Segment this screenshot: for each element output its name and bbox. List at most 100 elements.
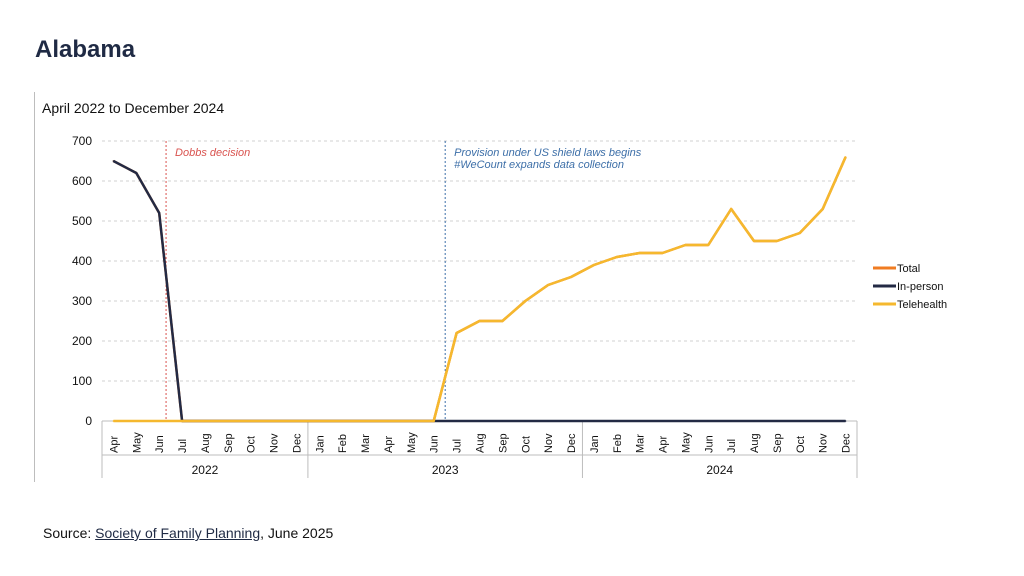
data-point [227, 420, 229, 422]
data-point [661, 252, 664, 254]
x-tick-label: Jun [429, 435, 441, 453]
x-tick-label: Aug [200, 433, 212, 453]
x-tick-label: Feb [612, 434, 624, 453]
x-tick-label: Jul [726, 439, 738, 453]
data-point [593, 420, 595, 422]
data-point [181, 420, 183, 422]
y-tick-label: 200 [72, 334, 92, 348]
data-point [570, 276, 572, 278]
chart-frame-line [34, 92, 35, 482]
x-tick-label: Aug [749, 433, 761, 453]
data-point [684, 420, 687, 422]
x-tick-label: Apr [383, 436, 395, 453]
annotation-text: Dobbs decision [175, 147, 250, 159]
x-tick-label: Nov [818, 433, 830, 453]
data-point [661, 420, 664, 422]
data-point [593, 264, 595, 266]
x-tick-label: Oct [795, 436, 807, 453]
data-point [524, 420, 527, 422]
data-point [547, 284, 549, 286]
y-tick-label: 100 [72, 374, 92, 388]
source-note: Source: Society of Family Planning, June… [43, 525, 333, 541]
x-tick-label: Oct [246, 436, 258, 453]
data-point [364, 420, 366, 422]
x-tick-label: Jun [703, 435, 715, 453]
data-point [615, 256, 618, 258]
legend-label: Total [897, 263, 920, 275]
data-point [455, 332, 458, 334]
x-tick-label: Jul [452, 439, 464, 453]
year-label: 2024 [706, 463, 733, 477]
x-tick-label: Jul [177, 439, 189, 453]
y-tick-label: 400 [72, 254, 92, 268]
data-point [638, 252, 641, 254]
data-point [707, 420, 710, 422]
year-label: 2022 [192, 463, 219, 477]
source-prefix: Source: [43, 525, 96, 541]
data-point [318, 420, 321, 422]
y-tick-label: 600 [72, 174, 92, 188]
data-point [432, 420, 435, 422]
data-point [410, 420, 412, 422]
data-point [112, 160, 115, 162]
data-point [204, 420, 206, 422]
x-tick-label: Nov [269, 433, 281, 453]
data-point [547, 420, 549, 422]
legend-label: Telehealth [897, 299, 947, 311]
data-point [638, 420, 641, 422]
x-tick-label: Dec [291, 433, 303, 453]
x-tick-label: Apr [108, 436, 120, 453]
y-tick-label: 700 [72, 134, 92, 148]
y-tick-label: 0 [85, 414, 92, 428]
data-point [615, 420, 618, 422]
data-point [821, 420, 824, 422]
data-point [753, 420, 755, 422]
legend-label: In-person [897, 281, 943, 293]
data-point [524, 300, 527, 302]
year-label: 2023 [432, 463, 459, 477]
x-tick-label: Nov [543, 433, 555, 453]
page-title: Alabama [35, 36, 136, 63]
source-link[interactable]: Society of Family Planning [95, 525, 261, 541]
data-point [387, 420, 389, 422]
data-point [135, 172, 138, 174]
data-point [684, 244, 687, 246]
data-point [135, 420, 138, 422]
data-point [844, 156, 847, 158]
x-tick-label: May [680, 432, 692, 453]
data-point [776, 420, 778, 422]
annotation-text: Provision under US shield laws begins [454, 147, 642, 159]
y-tick-label: 500 [72, 214, 92, 228]
x-tick-label: Oct [520, 436, 532, 453]
data-point [158, 420, 160, 422]
data-point [249, 420, 252, 422]
x-tick-label: Dec [841, 433, 853, 453]
data-point [753, 240, 755, 242]
x-tick-label: Aug [475, 433, 487, 453]
data-point [707, 244, 710, 246]
data-point [570, 420, 572, 422]
data-point [341, 420, 344, 422]
data-point [272, 420, 275, 422]
data-point [158, 212, 160, 214]
data-point [501, 320, 504, 322]
x-tick-label: Jan [589, 435, 601, 453]
x-tick-label: Sep [772, 433, 784, 453]
x-tick-label: May [406, 432, 418, 453]
x-tick-label: Feb [337, 434, 349, 453]
x-tick-label: May [131, 432, 143, 453]
data-point [799, 232, 801, 234]
x-tick-label: Jan [314, 435, 326, 453]
series-line-in-person [112, 159, 846, 423]
data-point [844, 420, 847, 422]
data-point [455, 420, 458, 422]
x-tick-label: Mar [635, 434, 647, 453]
data-point [478, 320, 481, 322]
x-tick-label: Apr [658, 436, 670, 453]
x-tick-label: Sep [497, 433, 509, 453]
data-point [501, 420, 504, 422]
data-point [821, 208, 824, 210]
chart-title: April 2022 to December 2024 [42, 100, 225, 116]
x-tick-label: Jun [154, 435, 166, 453]
